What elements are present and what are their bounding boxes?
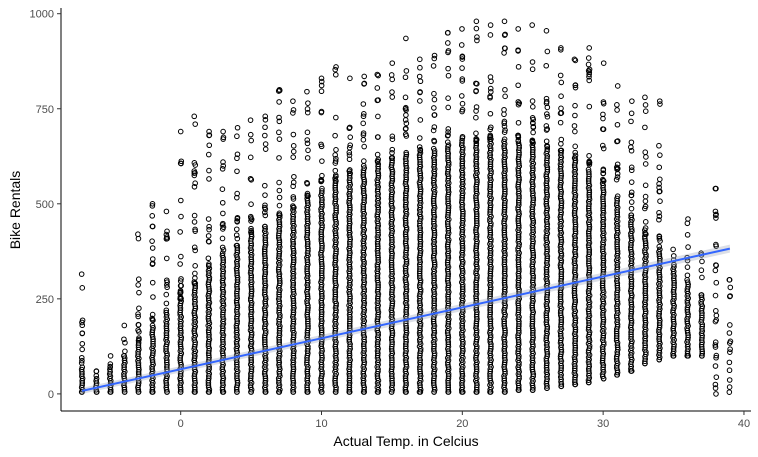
x-tick-label: 20 — [456, 418, 468, 430]
y-tick-label: 1000 — [30, 9, 54, 21]
x-tick-label: 10 — [315, 418, 327, 430]
y-tick-label: 0 — [48, 389, 54, 401]
x-tick-label: 40 — [738, 418, 750, 430]
x-tick-label: 30 — [597, 418, 609, 430]
x-axis-title: Actual Temp. in Celcius — [333, 433, 478, 449]
y-tick-label: 750 — [36, 104, 54, 116]
x-tick-label: 0 — [178, 418, 184, 430]
y-axis-title: Bike Rentals — [7, 171, 23, 250]
y-tick-label: 250 — [36, 294, 54, 306]
y-tick-label: 500 — [36, 199, 54, 211]
